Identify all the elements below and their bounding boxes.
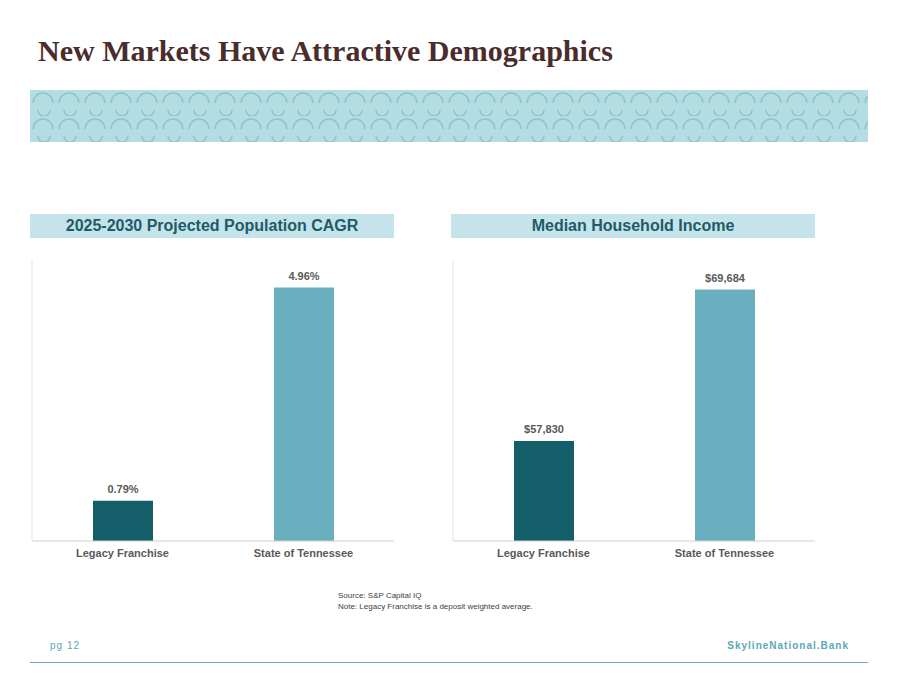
html-text:Median Household Income: Median Household Income <box>531 217 735 234</box>
html-text:Note: Legacy Franchise is a de: Note: Legacy Franchise is a deposit weig… <box>338 602 533 611</box>
svg-text:Legacy Franchise: Legacy Franchise <box>497 547 590 559</box>
svg-text:State of Tennessee: State of Tennessee <box>254 547 353 559</box>
html-text:New Markets Have Attractive De: New Markets Have Attractive Demographics <box>38 34 613 67</box>
html-text:pg 12: pg 12 <box>50 640 80 651</box>
svg-text:State of Tennessee: State of Tennessee <box>675 547 774 559</box>
svg-text:Legacy Franchise: Legacy Franchise <box>76 547 169 559</box>
svg-text:$57,830: $57,830 <box>524 423 564 435</box>
svg-text:$69,684: $69,684 <box>705 272 746 284</box>
svg-text:4.96%: 4.96% <box>288 270 319 282</box>
html-text:SkylineNational.Bank: SkylineNational.Bank <box>727 640 849 651</box>
svg-text:0.79%: 0.79% <box>107 483 138 495</box>
html-text:Source: S&P Capital IQ: Source: S&P Capital IQ <box>338 591 422 600</box>
html-text:2025-2030 Projected Population: 2025-2030 Projected Population CAGR <box>65 217 359 234</box>
